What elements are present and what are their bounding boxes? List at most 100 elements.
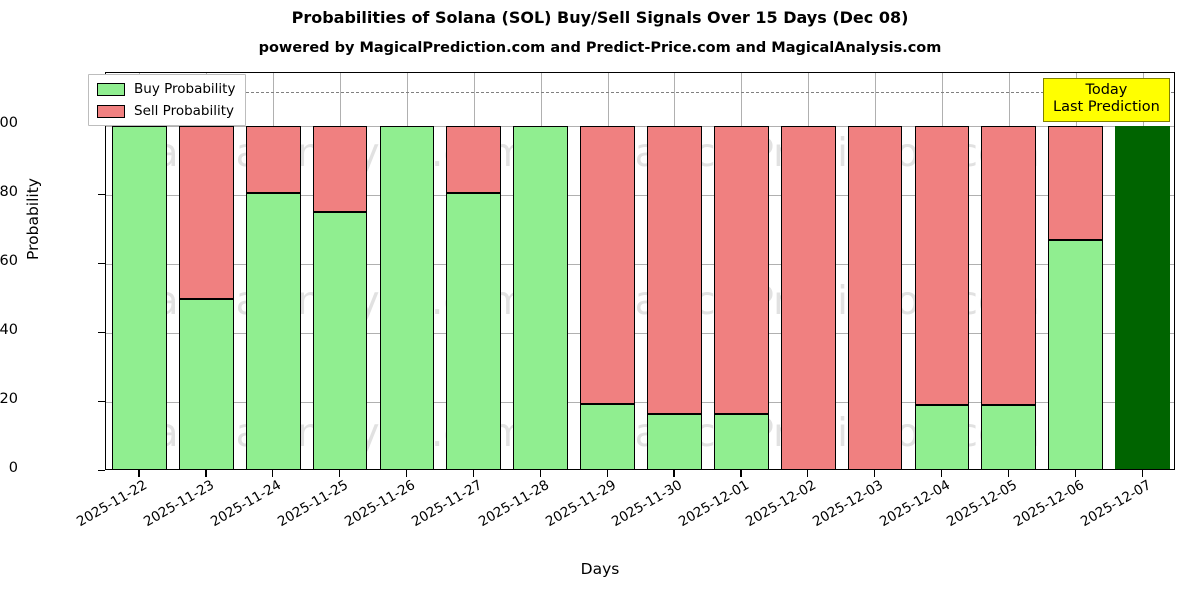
x-axis-tick-label: 2025-11-27	[408, 477, 485, 531]
x-axis-tick-label: 2025-11-30	[609, 477, 686, 531]
bar-segment-buy[interactable]	[112, 126, 167, 469]
x-axis-tick-mark	[874, 470, 876, 477]
bar-segment-sell[interactable]	[847, 126, 903, 469]
y-axis-tick-label: 0	[8, 460, 18, 476]
x-axis-tick-mark	[740, 470, 742, 477]
x-axis-tick-label: 2025-12-01	[676, 477, 753, 531]
gridline-horizontal	[106, 264, 1174, 265]
x-axis-tick-label: 2025-11-22	[74, 477, 151, 531]
x-axis-tick-label: 2025-11-25	[275, 477, 352, 531]
chart-legend[interactable]: Buy Probability Sell Probability	[88, 74, 247, 126]
plot-area: MagicalAnalysis.comMagicalPrediction.com…	[105, 72, 1175, 470]
x-axis-tick-mark	[606, 470, 608, 477]
bar-segment-buy[interactable]	[379, 126, 435, 469]
x-axis-tick-label: 2025-12-02	[743, 477, 820, 531]
x-axis-tick-mark	[673, 470, 675, 477]
y-axis-tick-label: 80	[0, 184, 18, 200]
bar-group[interactable]	[112, 73, 167, 469]
bar-group[interactable]	[713, 73, 769, 469]
bar-segment-sell[interactable]	[780, 126, 836, 469]
legend-label-sell: Sell Probability	[134, 103, 235, 119]
x-axis-tick-label: 2025-11-23	[141, 477, 218, 531]
bar-segment-sell[interactable]	[580, 126, 635, 404]
bar-segment-sell[interactable]	[446, 126, 502, 194]
y-axis-tick-mark	[98, 194, 105, 196]
y-axis-tick-label: 100	[0, 115, 18, 131]
legend-label-buy: Buy Probability	[134, 81, 236, 97]
bar-segment-buy[interactable]	[914, 405, 970, 469]
threshold-line	[106, 91, 1174, 93]
bar-segment-buy[interactable]	[713, 414, 769, 469]
x-axis-label: Days	[580, 560, 620, 578]
x-axis-tick-mark	[272, 470, 274, 477]
chart-subtitle: powered by MagicalPrediction.com and Pre…	[258, 40, 942, 56]
bar-segment-buy[interactable]	[178, 298, 234, 469]
x-axis-tick-label: 2025-12-05	[943, 477, 1020, 531]
x-axis-tick-mark	[807, 470, 809, 477]
bar-segment-sell[interactable]	[647, 126, 702, 415]
y-axis-tick-mark	[98, 263, 105, 265]
y-axis-tick-label: 60	[0, 253, 18, 269]
bar-group[interactable]	[1115, 73, 1170, 469]
x-axis-tick-mark	[405, 470, 408, 477]
legend-swatch-buy-icon	[97, 82, 125, 96]
bar-segment-buy[interactable]	[981, 405, 1037, 469]
bar-segment-sell[interactable]	[713, 126, 769, 415]
bar-segment-sell[interactable]	[914, 126, 970, 406]
bar-group[interactable]	[847, 73, 903, 469]
chart-title: Probabilities of Solana (SOL) Buy/Sell S…	[291, 8, 909, 27]
legend-swatch-sell-icon	[97, 104, 125, 118]
today-annotation: Today Last Prediction	[1043, 78, 1170, 123]
x-axis-tick-mark	[205, 470, 207, 477]
gridline-horizontal	[106, 402, 1174, 403]
bar-segment-sell[interactable]	[981, 126, 1037, 406]
y-axis-tick-label: 20	[0, 391, 18, 407]
bar-group[interactable]	[245, 73, 301, 469]
x-axis-tick-mark	[339, 470, 341, 477]
bar-group[interactable]	[178, 73, 234, 469]
bar-segment-sell[interactable]	[245, 126, 301, 194]
bar-group[interactable]	[312, 73, 368, 469]
x-axis-tick-label: 2025-12-04	[876, 477, 953, 531]
bar-group[interactable]	[647, 73, 702, 469]
bar-group[interactable]	[780, 73, 836, 469]
y-axis-tick-label: 40	[0, 322, 18, 338]
bar-segment-buy[interactable]	[513, 126, 569, 469]
bar-segment-buy[interactable]	[446, 193, 502, 469]
today-annotation-line1: Today	[1085, 82, 1128, 98]
gridline-horizontal	[106, 126, 1174, 127]
bar-group[interactable]	[513, 73, 569, 469]
gridline-horizontal	[106, 195, 1174, 196]
x-axis-tick-label: 2025-11-24	[208, 477, 285, 531]
bar-group[interactable]	[379, 73, 435, 469]
x-axis-tick-mark	[472, 470, 474, 477]
today-annotation-line2: Last Prediction	[1053, 99, 1160, 116]
y-axis-tick-mark	[98, 332, 105, 334]
plot-inner: MagicalAnalysis.comMagicalPrediction.com…	[106, 73, 1174, 469]
legend-item-sell[interactable]: Sell Probability	[97, 103, 235, 119]
bar-group[interactable]	[446, 73, 502, 469]
x-axis-tick-label: 2025-12-07	[1077, 477, 1154, 531]
legend-item-buy[interactable]: Buy Probability	[97, 81, 235, 97]
bar-group[interactable]	[1048, 73, 1104, 469]
x-axis-tick-mark	[138, 470, 140, 477]
bar-segment-sell[interactable]	[178, 126, 234, 299]
bar-group[interactable]	[914, 73, 970, 469]
x-axis-tick-mark	[1141, 470, 1143, 477]
x-axis-tick-mark	[1007, 470, 1009, 477]
bar-segment-sell[interactable]	[1048, 126, 1104, 240]
x-axis-tick-label: 2025-11-28	[475, 477, 552, 531]
bar-segment-buy[interactable]	[245, 193, 301, 469]
bar-segment-buy[interactable]	[580, 403, 635, 469]
bar-segment-buy[interactable]	[1048, 239, 1104, 469]
bar-segment-buy[interactable]	[647, 414, 702, 469]
bar-segment-buy[interactable]	[312, 212, 368, 469]
x-axis-tick-label: 2025-12-03	[810, 477, 887, 531]
bar-segment-sell[interactable]	[312, 126, 368, 213]
y-axis-label: Probability	[24, 178, 42, 260]
x-axis-tick-mark	[1074, 470, 1076, 477]
bar-segment-today[interactable]	[1115, 126, 1170, 469]
bar-group[interactable]	[981, 73, 1037, 469]
bar-group[interactable]	[580, 73, 635, 469]
